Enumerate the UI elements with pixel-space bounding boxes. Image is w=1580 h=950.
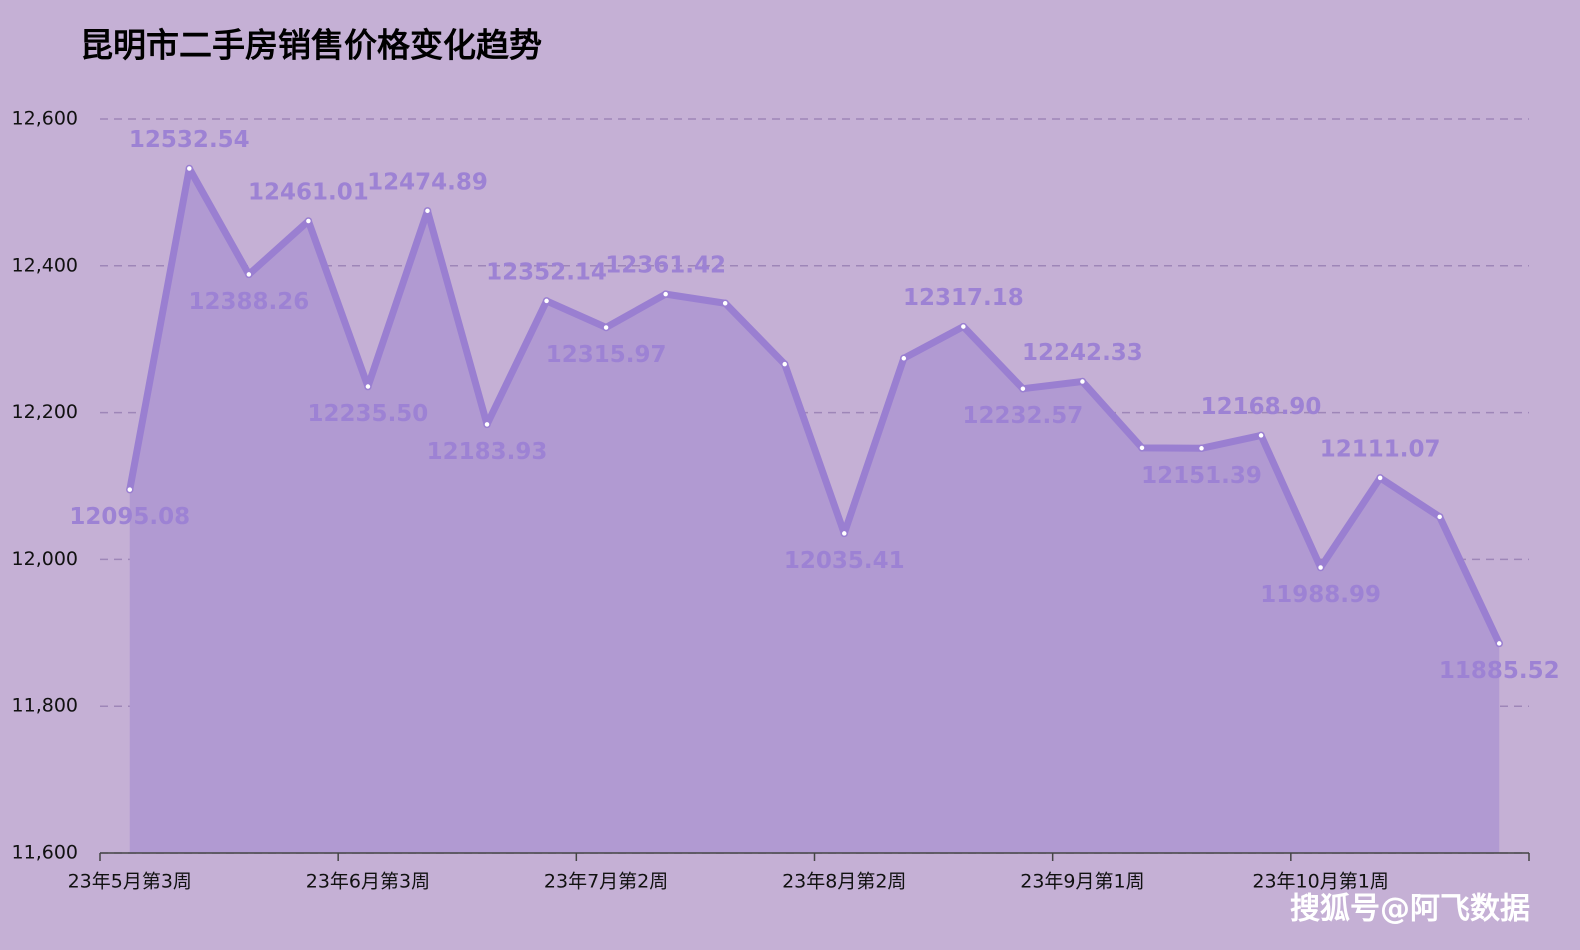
point xyxy=(126,485,134,494)
value-label: 12461.01 xyxy=(248,180,369,206)
y-tick-label: 12,200 xyxy=(12,401,78,423)
point xyxy=(780,360,789,368)
point xyxy=(1078,377,1087,386)
y-tick-label: 12,000 xyxy=(12,548,78,570)
point xyxy=(483,420,491,429)
point xyxy=(661,290,670,298)
value-label: 12232.57 xyxy=(963,403,1084,429)
y-tick-label: 11,600 xyxy=(12,842,78,864)
point xyxy=(1435,513,1444,521)
x-tick-label: 23年6月第3周 xyxy=(306,871,430,893)
x-tick-label: 23年10月第1周 xyxy=(1252,871,1388,893)
x-tick-label: 23年5月第3周 xyxy=(68,871,192,893)
point xyxy=(1376,474,1384,482)
point xyxy=(1197,444,1206,453)
x-tick-label: 23年9月第1周 xyxy=(1020,871,1144,893)
value-label: 12317.18 xyxy=(903,285,1024,311)
value-label: 12352.14 xyxy=(486,259,607,285)
value-label: 12474.89 xyxy=(367,169,488,195)
y-tick-label: 11,800 xyxy=(12,695,78,717)
point xyxy=(959,322,968,331)
line xyxy=(126,165,1503,645)
value-label: 12532.54 xyxy=(129,127,250,153)
value-label: 12183.93 xyxy=(427,439,548,465)
point xyxy=(1019,384,1027,393)
point xyxy=(602,323,610,332)
watermark: 搜狐号@阿飞数据 xyxy=(1290,892,1530,927)
point xyxy=(900,354,908,363)
point xyxy=(542,297,551,305)
point xyxy=(1495,639,1503,648)
x-tick-label: 23年7月第2周 xyxy=(544,871,668,893)
value-label: 12111.07 xyxy=(1320,436,1441,462)
point xyxy=(423,207,432,215)
point xyxy=(721,299,729,307)
value-label: 12235.50 xyxy=(308,401,429,427)
point xyxy=(304,217,313,225)
point xyxy=(1257,431,1265,440)
value-label: 12151.39 xyxy=(1141,463,1262,489)
value-label: 12361.42 xyxy=(605,253,726,279)
point xyxy=(185,164,194,173)
value-label: 11988.99 xyxy=(1260,582,1381,608)
chart-title: 昆明市二手房销售价格变化趋势 xyxy=(80,26,542,65)
value-label: 12242.33 xyxy=(1022,340,1143,366)
point xyxy=(840,529,849,538)
x-tick-label: 23年8月第2周 xyxy=(782,871,906,893)
value-label: 12388.26 xyxy=(188,289,309,315)
value-label: 12315.97 xyxy=(546,342,667,368)
value-label: 11885.52 xyxy=(1439,658,1560,684)
point xyxy=(1138,444,1146,452)
point xyxy=(1316,563,1325,572)
value-label: 12035.41 xyxy=(784,548,905,574)
point xyxy=(364,382,372,391)
value-label: 12095.08 xyxy=(69,504,190,530)
y-tick-label: 12,600 xyxy=(12,108,78,130)
y-tick-label: 12,400 xyxy=(12,254,78,276)
point xyxy=(245,270,253,279)
value-label: 12168.90 xyxy=(1201,394,1322,420)
area xyxy=(129,168,1500,854)
